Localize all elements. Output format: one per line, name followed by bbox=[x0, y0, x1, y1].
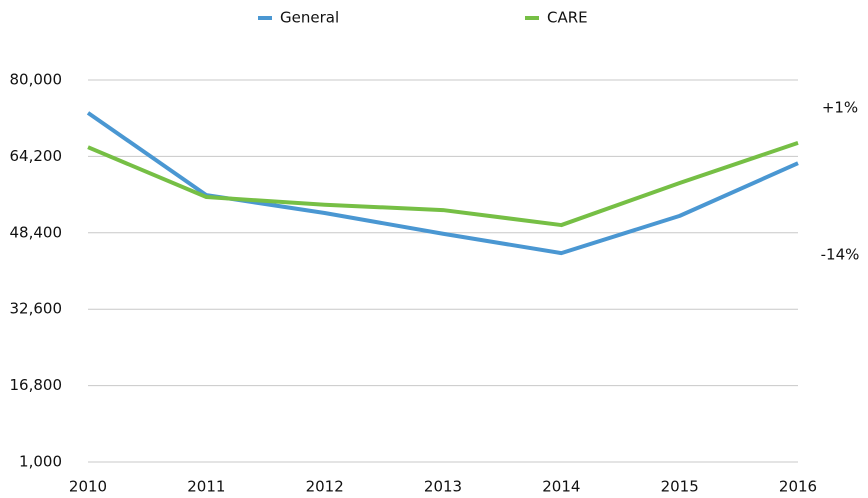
y-tick-label: 48,400 bbox=[10, 223, 63, 241]
legend-label: General bbox=[280, 9, 339, 27]
x-tick-label: 2012 bbox=[306, 478, 344, 496]
x-tick-label: 2011 bbox=[187, 478, 225, 496]
y-tick-label: 16,800 bbox=[10, 376, 63, 394]
y-tick-label: 80,000 bbox=[10, 71, 63, 89]
annotation: -14% bbox=[821, 246, 860, 264]
legend-label: CARE bbox=[547, 9, 588, 27]
x-tick-label: 2013 bbox=[424, 478, 462, 496]
x-tick-label: 2014 bbox=[542, 478, 580, 496]
y-tick-label: 32,600 bbox=[10, 300, 63, 318]
series-line bbox=[86, 111, 799, 256]
x-tick-label: 2010 bbox=[69, 478, 107, 496]
x-tick-label: 2016 bbox=[779, 478, 817, 496]
series-line bbox=[87, 140, 799, 228]
annotation: +1% bbox=[822, 99, 858, 117]
y-tick-label: 1,000 bbox=[19, 453, 62, 471]
x-tick-label: 2015 bbox=[661, 478, 699, 496]
y-tick-label: 64,200 bbox=[10, 147, 63, 165]
